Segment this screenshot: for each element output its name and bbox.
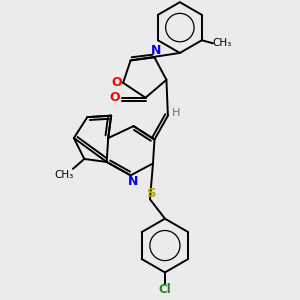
Text: CH₃: CH₃: [54, 170, 74, 180]
Text: N: N: [151, 44, 161, 57]
Text: CH₃: CH₃: [212, 38, 232, 48]
Text: S: S: [147, 188, 156, 200]
Text: O: O: [111, 76, 122, 89]
Text: N: N: [128, 175, 138, 188]
Text: Cl: Cl: [159, 283, 171, 296]
Text: O: O: [110, 91, 120, 104]
Text: H: H: [172, 108, 181, 118]
